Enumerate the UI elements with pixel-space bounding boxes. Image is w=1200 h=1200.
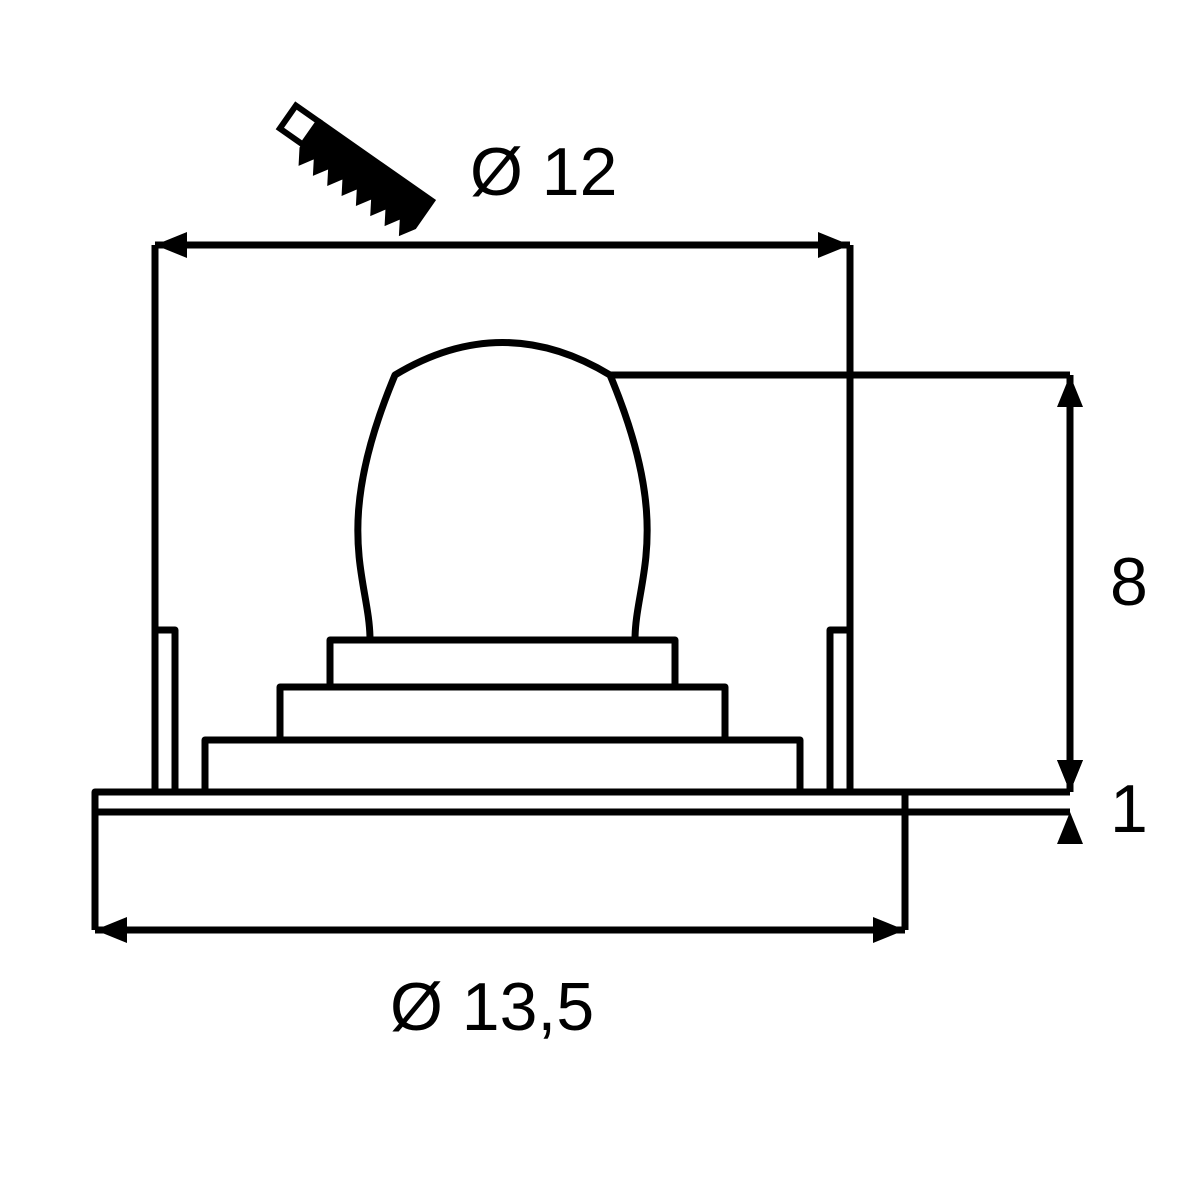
arrowhead (1057, 375, 1083, 407)
arrowhead (873, 917, 905, 943)
technical-drawing: Ø 12 Ø 13,5 8 1 (0, 0, 1200, 1200)
arrowhead (1057, 760, 1083, 792)
arrowhead (818, 232, 850, 258)
clip-left (155, 630, 175, 792)
cutout-label: Ø 12 (470, 134, 617, 210)
neck-ring (330, 640, 675, 687)
plate-1 (205, 740, 800, 792)
clip-right (830, 630, 850, 792)
arrowhead (1057, 812, 1083, 844)
flange (95, 792, 905, 812)
arrowhead (155, 232, 187, 258)
flange-label: 1 (1110, 771, 1148, 847)
plate-2 (280, 687, 725, 740)
dome-housing (358, 343, 647, 641)
arrowhead (95, 917, 127, 943)
fixture-outline (95, 343, 905, 813)
saw-icon (270, 104, 435, 240)
outer-label: Ø 13,5 (390, 969, 594, 1045)
height-label: 8 (1110, 544, 1148, 620)
